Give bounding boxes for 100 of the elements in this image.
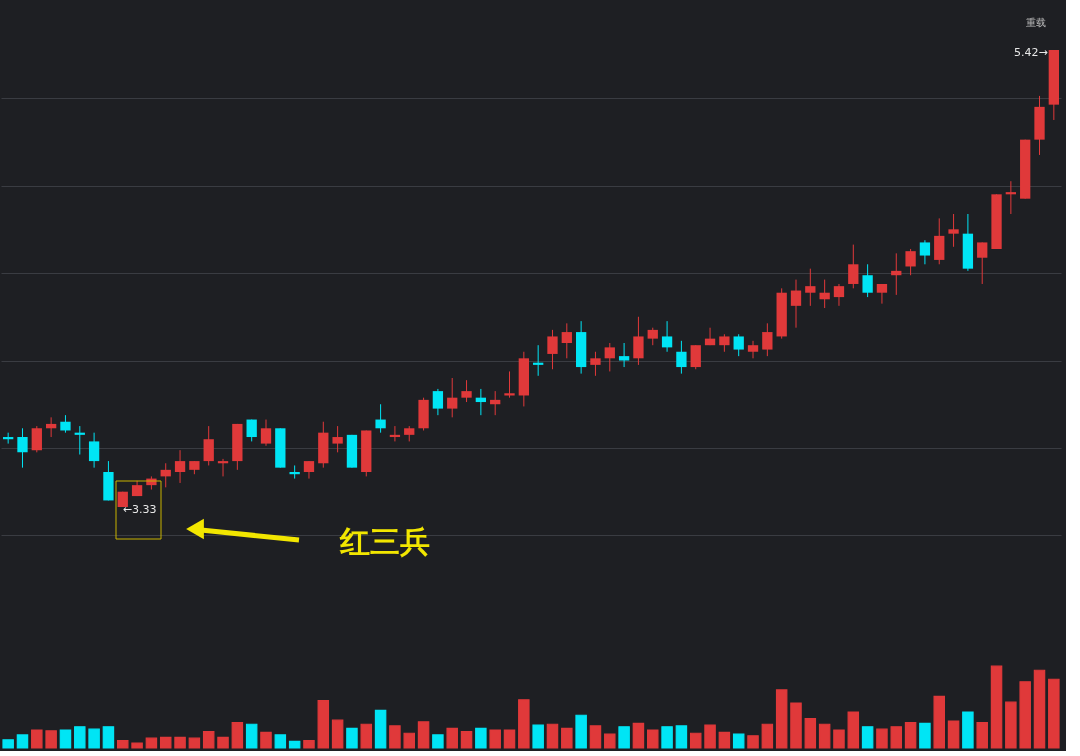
candlestick xyxy=(31,425,42,453)
bar xyxy=(174,736,186,749)
bar xyxy=(933,695,945,749)
bar xyxy=(360,723,373,749)
bar xyxy=(675,725,688,749)
bar xyxy=(489,729,501,749)
bar xyxy=(876,728,888,749)
candlestick xyxy=(461,379,472,403)
bar xyxy=(59,729,72,749)
bar xyxy=(403,732,415,749)
candlestick xyxy=(17,427,28,469)
bar xyxy=(661,726,673,749)
bar xyxy=(260,731,272,749)
bar xyxy=(647,729,659,749)
bar xyxy=(346,727,358,749)
bar xyxy=(159,736,172,749)
bar xyxy=(632,722,645,749)
bar xyxy=(919,722,931,749)
candlestick xyxy=(676,340,687,375)
candlestick xyxy=(432,388,444,416)
bar xyxy=(303,740,315,749)
candlestick xyxy=(174,449,186,484)
bar xyxy=(131,742,143,749)
bar xyxy=(202,731,215,749)
candlestick xyxy=(790,279,802,329)
bar xyxy=(1033,669,1046,749)
bar xyxy=(575,714,587,749)
annotation: ←3.33 xyxy=(122,503,157,517)
bar xyxy=(274,734,287,749)
bar xyxy=(775,689,788,749)
bar xyxy=(288,740,301,749)
bar xyxy=(1005,701,1017,749)
candlestick xyxy=(690,344,701,370)
bar xyxy=(503,729,516,749)
candlestick xyxy=(977,241,988,285)
bar xyxy=(102,726,115,749)
bar xyxy=(145,737,158,749)
candlestick xyxy=(203,425,214,466)
bar xyxy=(804,717,817,749)
candlestick xyxy=(633,316,644,366)
bar xyxy=(1048,678,1060,749)
candlestick xyxy=(590,351,601,377)
candlestick xyxy=(948,213,959,248)
bar xyxy=(417,721,430,749)
text: 红三兵 xyxy=(339,524,430,559)
bar xyxy=(546,723,559,749)
candlestick xyxy=(905,248,916,276)
bar xyxy=(331,719,344,749)
candlestick xyxy=(747,340,759,359)
text: 重载 xyxy=(1026,17,1046,28)
candlestick xyxy=(260,419,272,447)
candlestick xyxy=(618,342,630,368)
bar xyxy=(532,724,544,749)
candlestick xyxy=(833,283,845,307)
candlestick xyxy=(661,320,673,353)
bar xyxy=(890,726,903,749)
candlestick xyxy=(504,370,515,399)
bar xyxy=(761,723,774,749)
candlestick xyxy=(88,432,100,469)
candlestick xyxy=(332,425,343,453)
bar xyxy=(1019,681,1031,749)
bar xyxy=(117,740,129,749)
bar xyxy=(245,723,258,749)
bar xyxy=(976,722,988,749)
bar xyxy=(833,729,845,749)
candlestick xyxy=(762,322,773,357)
bar xyxy=(818,723,831,749)
bar xyxy=(747,735,759,749)
bar xyxy=(16,734,29,749)
bar xyxy=(2,739,14,749)
bar xyxy=(604,733,616,749)
bar xyxy=(718,731,731,749)
bar xyxy=(88,728,100,749)
bar xyxy=(475,727,487,749)
bar xyxy=(861,726,874,749)
candlestick xyxy=(848,244,859,289)
bar xyxy=(217,736,229,749)
candlestick xyxy=(375,403,386,434)
candlestick xyxy=(604,342,615,372)
bar xyxy=(847,711,860,749)
candlestick xyxy=(447,377,458,418)
candlestick xyxy=(561,322,572,359)
bar xyxy=(188,737,201,749)
bar xyxy=(962,711,974,749)
bar xyxy=(618,726,630,749)
bar xyxy=(704,724,716,749)
bar xyxy=(460,731,473,749)
candlestick xyxy=(919,239,931,265)
bar xyxy=(990,665,1003,749)
bar xyxy=(589,725,602,749)
annotation: 5.42→ xyxy=(1014,46,1048,59)
bar xyxy=(904,722,917,749)
bar xyxy=(374,709,387,749)
bar xyxy=(689,732,702,749)
candlestick xyxy=(805,268,816,307)
bar xyxy=(790,702,802,749)
candlestick xyxy=(289,464,300,480)
candlestick xyxy=(733,333,744,357)
bar xyxy=(732,733,745,749)
bar xyxy=(45,730,57,749)
